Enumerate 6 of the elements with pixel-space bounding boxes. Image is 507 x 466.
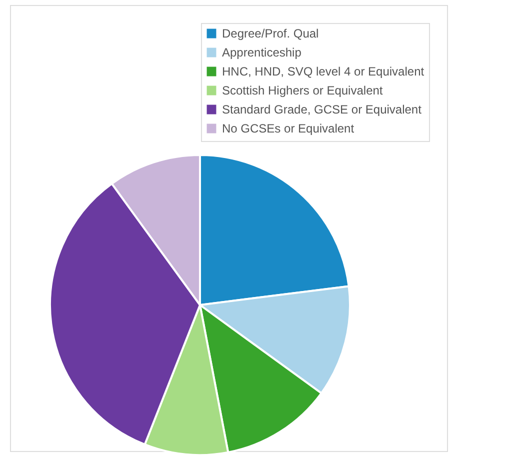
legend-label: Apprenticeship [222,46,302,60]
legend-label: HNC, HND, SVQ level 4 or Equivalent [222,64,425,78]
legend-label: No GCSEs or Equivalent [222,122,355,136]
legend-label: Standard Grade, GCSE or Equivalent [222,102,422,116]
legend-label: Degree/Prof. Qual [222,26,319,40]
legend-label: Scottish Highers or Equivalent [222,84,384,98]
